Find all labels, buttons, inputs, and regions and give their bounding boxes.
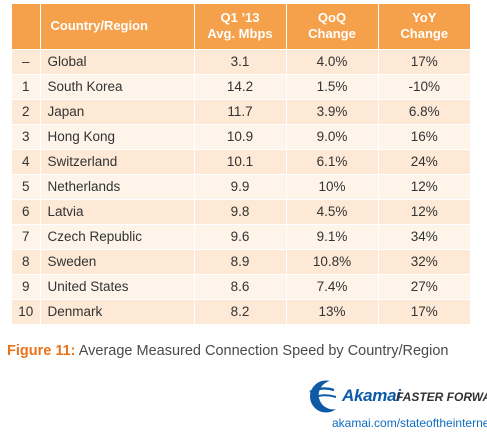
cell-qoq: 4.5% [286, 198, 379, 224]
header-row: Country/Region Q1 ’13 Avg. Mbps QoQ Change… [12, 4, 470, 49]
cell-qoq: 13% [286, 298, 379, 324]
cell-country: Sweden [40, 248, 195, 274]
akamai-wordmark: Akamai [342, 386, 401, 405]
cell-mbps: 8.6 [194, 273, 287, 299]
cell-yoy: 27% [378, 273, 470, 299]
table-row: 10 Denmark 8.2 13% 17% [12, 298, 470, 324]
cell-qoq: 10% [286, 173, 379, 199]
cell-rank: 5 [12, 173, 41, 199]
cell-rank: – [12, 48, 41, 74]
cell-rank: 10 [12, 298, 41, 324]
cell-country: Netherlands [40, 173, 195, 199]
cell-yoy: 12% [378, 198, 470, 224]
cell-country: South Korea [40, 73, 195, 99]
cell-mbps: 10.9 [194, 123, 287, 149]
cell-mbps: 10.1 [194, 148, 287, 174]
cell-qoq: 9.0% [286, 123, 379, 149]
cell-rank: 9 [12, 273, 41, 299]
brand-tagline: FASTER FORWARD [396, 390, 487, 404]
cell-yoy: 16% [378, 123, 470, 149]
table-body: – Global 3.1 4.0% 17% 1 South Korea 14.2 1.5% -10… [12, 48, 470, 324]
cell-qoq: 9.1% [286, 223, 379, 249]
cell-yoy: -10% [378, 73, 470, 99]
table-row: 4 Switzerland 10.1 6.1% 24% [12, 148, 470, 174]
cell-yoy: 24% [378, 148, 470, 174]
cell-rank: 8 [12, 248, 41, 274]
source-link[interactable]: akamai.com/stateoftheinternet [332, 416, 487, 430]
cell-mbps: 8.9 [194, 248, 287, 274]
table-row: 9 United States 8.6 7.4% 27% [12, 273, 470, 299]
cell-mbps: 11.7 [194, 98, 287, 124]
cell-rank: 3 [12, 123, 41, 149]
cell-yoy: 34% [378, 223, 470, 249]
figure-caption-text: Average Measured Connection Speed by Cou… [78, 343, 449, 359]
table-row: 1 South Korea 14.2 1.5% -10% [12, 73, 470, 99]
header-qoq: QoQ Change [286, 4, 379, 49]
header-country: Country/Region [40, 4, 195, 49]
cell-qoq: 1.5% [286, 73, 379, 99]
cell-mbps: 9.6 [194, 223, 287, 249]
cell-yoy: 32% [378, 248, 470, 274]
figure-caption: Figure 11: Average Measured Connection S… [7, 343, 477, 359]
header-rank [12, 4, 41, 49]
cell-rank: 7 [12, 223, 41, 249]
cell-rank: 4 [12, 148, 41, 174]
cell-rank: 2 [12, 98, 41, 124]
cell-qoq: 10.8% [286, 248, 379, 274]
cell-yoy: 6.8% [378, 98, 470, 124]
cell-mbps: 3.1 [194, 48, 287, 74]
cell-rank: 6 [12, 198, 41, 224]
figure-label: Figure 11: [7, 343, 76, 359]
cell-country: Japan [40, 98, 195, 124]
akamai-brand: Akamai FASTER FORWARD [300, 378, 487, 414]
cell-country: Hong Kong [40, 123, 195, 149]
cell-yoy: 17% [378, 298, 470, 324]
table-row: 3 Hong Kong 10.9 9.0% 16% [12, 123, 470, 149]
cell-qoq: 3.9% [286, 98, 379, 124]
cell-mbps: 9.9 [194, 173, 287, 199]
header-yoy: YoY Change [378, 4, 470, 49]
cell-qoq: 7.4% [286, 273, 379, 299]
table-row: 8 Sweden 8.9 10.8% 32% [12, 248, 470, 274]
cell-country: Latvia [40, 198, 195, 224]
cell-country: Global [40, 48, 195, 74]
table-row: 6 Latvia 9.8 4.5% 12% [12, 198, 470, 224]
cell-yoy: 12% [378, 173, 470, 199]
cell-country: United States [40, 273, 195, 299]
cell-qoq: 4.0% [286, 48, 379, 74]
table-row: – Global 3.1 4.0% 17% [12, 48, 470, 74]
akamai-logo-icon [309, 380, 337, 413]
cell-mbps: 14.2 [194, 73, 287, 99]
header-mbps: Q1 ’13 Avg. Mbps [194, 4, 287, 49]
cell-country: Denmark [40, 298, 195, 324]
cell-qoq: 6.1% [286, 148, 379, 174]
data-table: Country/Region Q1 ’13 Avg. Mbps QoQ Change… [12, 4, 470, 324]
cell-mbps: 9.8 [194, 198, 287, 224]
cell-country: Switzerland [40, 148, 195, 174]
table-row: 2 Japan 11.7 3.9% 6.8% [12, 98, 470, 124]
table-row: 5 Netherlands 9.9 10% 12% [12, 173, 470, 199]
cell-country: Czech Republic [40, 223, 195, 249]
table-row: 7 Czech Republic 9.6 9.1% 34% [12, 223, 470, 249]
cell-mbps: 8.2 [194, 298, 287, 324]
cell-rank: 1 [12, 73, 41, 99]
cell-yoy: 17% [378, 48, 470, 74]
